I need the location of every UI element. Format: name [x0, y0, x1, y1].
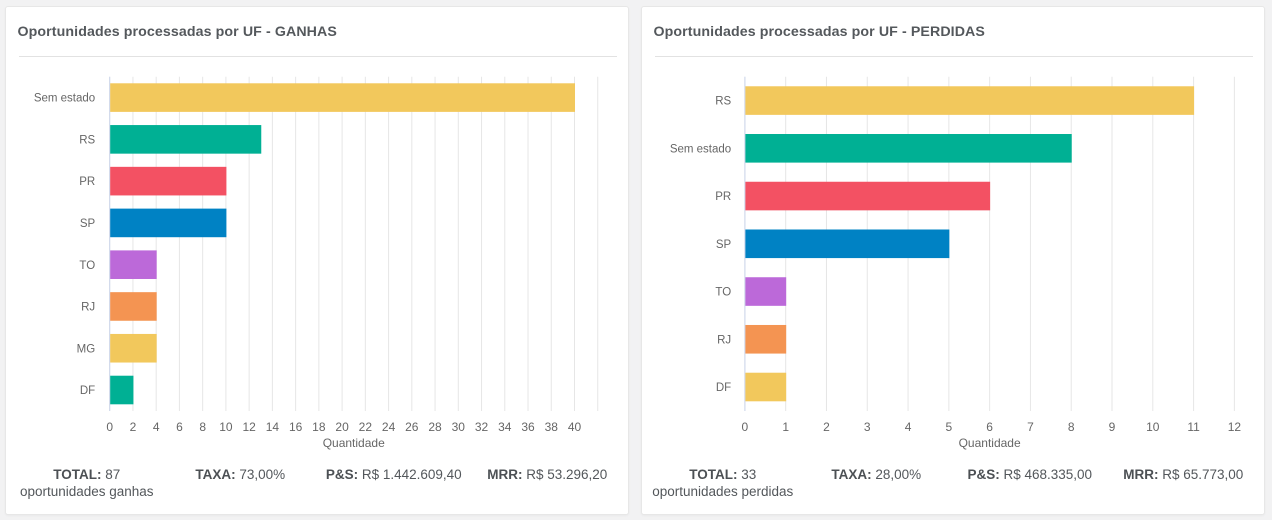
svg-text:1: 1 — [782, 420, 789, 434]
svg-text:12: 12 — [242, 420, 256, 434]
svg-text:14: 14 — [266, 420, 280, 434]
svg-text:Quantidade: Quantidade — [323, 436, 385, 450]
svg-text:9: 9 — [1109, 420, 1116, 434]
svg-text:SP: SP — [716, 239, 732, 251]
svg-text:2: 2 — [823, 420, 830, 434]
svg-text:RS: RS — [79, 134, 95, 146]
svg-text:8: 8 — [199, 420, 206, 434]
svg-text:10: 10 — [219, 420, 233, 434]
svg-text:RS: RS — [715, 96, 731, 108]
svg-text:16: 16 — [289, 420, 303, 434]
svg-text:DF: DF — [716, 382, 731, 394]
svg-text:40: 40 — [568, 420, 582, 434]
svg-text:20: 20 — [335, 420, 349, 434]
svg-text:11: 11 — [1187, 420, 1200, 434]
svg-text:0: 0 — [106, 420, 113, 434]
svg-text:4: 4 — [905, 420, 912, 434]
svg-text:8: 8 — [1068, 420, 1075, 434]
svg-text:7: 7 — [1027, 420, 1034, 434]
svg-text:2: 2 — [130, 420, 137, 434]
svg-text:SP: SP — [80, 218, 96, 230]
svg-text:4: 4 — [153, 420, 160, 434]
svg-text:MG: MG — [77, 343, 96, 355]
svg-text:18: 18 — [312, 420, 326, 434]
svg-text:RJ: RJ — [717, 334, 731, 346]
svg-text:0: 0 — [742, 420, 749, 434]
svg-text:Sem estado: Sem estado — [670, 143, 731, 155]
svg-text:PR: PR — [715, 191, 731, 203]
svg-text:32: 32 — [475, 420, 489, 434]
svg-text:Quantidade: Quantidade — [959, 436, 1021, 450]
svg-text:24: 24 — [382, 420, 396, 434]
svg-text:TO: TO — [715, 287, 731, 299]
svg-text:10: 10 — [1146, 420, 1160, 434]
svg-text:6: 6 — [176, 420, 183, 434]
svg-text:RJ: RJ — [81, 302, 95, 314]
svg-text:36: 36 — [521, 420, 535, 434]
svg-text:30: 30 — [452, 420, 466, 434]
svg-text:38: 38 — [545, 420, 559, 434]
svg-text:26: 26 — [405, 420, 419, 434]
svg-text:34: 34 — [498, 420, 512, 434]
svg-text:5: 5 — [946, 420, 953, 434]
svg-text:12: 12 — [1228, 420, 1242, 434]
svg-text:6: 6 — [986, 420, 993, 434]
svg-text:DF: DF — [80, 385, 95, 397]
svg-text:PR: PR — [79, 176, 95, 188]
svg-text:Sem estado: Sem estado — [34, 93, 95, 105]
svg-text:28: 28 — [428, 420, 442, 434]
svg-text:3: 3 — [864, 420, 871, 434]
svg-text:TO: TO — [79, 260, 95, 272]
svg-text:22: 22 — [359, 420, 373, 434]
